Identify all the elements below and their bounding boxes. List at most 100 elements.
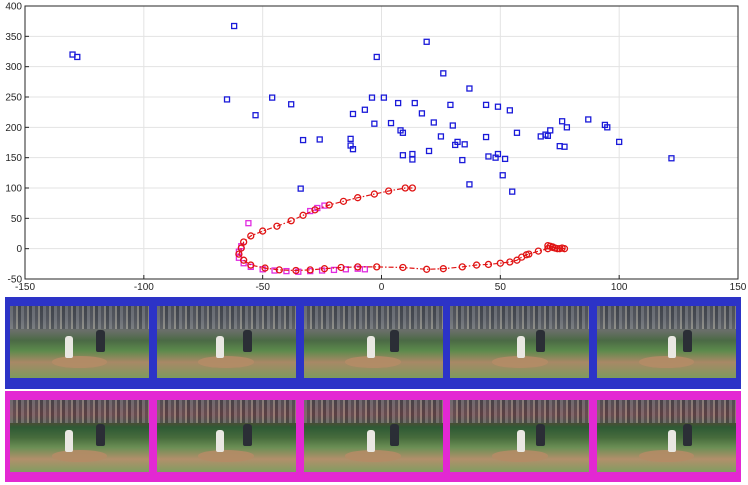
x-tick-label: 0 [379,282,385,293]
pitcher-figure [65,430,73,452]
x-tick-label: 150 [730,282,747,293]
data-point-square [223,96,231,103]
crowd-area [597,306,736,330]
data-point-circle [306,266,314,274]
data-point-circle [472,261,481,269]
pitcher-mound [345,356,401,368]
pitcher-figure [517,430,526,452]
data-point-circle [240,256,248,264]
video-frame-thumbnail [597,400,736,472]
crowd-area [303,400,443,424]
series-line [238,187,565,272]
data-point-square [423,38,430,45]
data-point-circle [237,244,245,252]
data-point-square [361,106,369,113]
x-tick-label: 50 [495,282,507,293]
crowd-area [10,400,149,424]
scatter-plot: -150 -100 -50 0 50 100 150 -50 0 50 100 150 200 250 30… [5,2,747,294]
data-point-square [585,116,592,123]
pitcher-figure [366,430,375,452]
data-point-circle [261,264,269,272]
video-frame-thumbnail [303,306,443,378]
umpire-figure [242,424,252,446]
data-point-square [394,99,402,107]
data-point-circle [273,222,281,230]
data-point-square [547,127,554,134]
crowd-area [303,306,443,330]
pink-frame-strip [5,391,741,482]
data-point-square [387,119,395,127]
crowd-area [450,400,590,424]
data-point-square [418,110,426,117]
data-point-circle [275,266,283,274]
pitcher-figure [65,336,73,358]
data-point-square [506,107,513,114]
data-point-square [409,150,416,158]
data-point-circle [439,265,447,273]
data-point-square [494,103,502,110]
pitcher-figure [668,430,676,452]
y-tick-label: 300 [5,62,22,73]
pitcher-mound [198,356,255,368]
video-frame-thumbnail [450,400,590,472]
data-point-circle [553,245,562,253]
data-point-circle [373,263,381,271]
data-point-circle [354,263,362,271]
data-point-square [371,120,378,127]
video-frame-thumbnail [156,306,296,378]
x-tick-label: -150 [15,282,35,293]
pitcher-figure [215,336,224,358]
data-point-square [361,266,369,273]
data-point-circle [484,260,493,269]
data-point-square [616,138,623,146]
data-point-square [449,122,456,129]
y-tick-label: 150 [5,153,22,164]
data-point-square [466,181,473,188]
data-point-square [347,135,354,143]
data-point-square [399,129,407,136]
pitcher-mound [491,450,548,462]
crowd-area [450,306,590,330]
y-tick-label: 100 [5,184,22,195]
data-point-circle [311,206,319,214]
data-point-circle [299,211,307,219]
data-point-square [74,53,81,61]
data-point-square [501,155,509,163]
umpire-figure [536,424,546,446]
data-point-square [299,136,307,144]
pitcher-figure [215,430,224,452]
data-point-square [373,53,380,61]
umpire-figure [389,424,399,446]
data-point-circle [458,263,466,271]
data-point-square [283,267,290,275]
y-tick-label: 350 [5,32,22,43]
data-point-circle [560,245,569,253]
data-point-square [271,267,278,274]
data-point-circle [337,263,345,272]
data-point-square [461,141,468,148]
data-point-square [349,146,357,153]
data-point-square [482,101,490,109]
data-point-square [409,156,416,163]
data-point-square [513,129,521,136]
video-frame-thumbnail [597,306,736,378]
data-point-circle [339,197,348,205]
video-frame-thumbnail [303,400,443,472]
pitcher-figure [517,336,526,358]
umpire-figure [683,424,692,446]
data-point-square [297,185,304,192]
data-point-square [459,156,466,164]
data-point-circle [320,265,329,273]
data-point-square [452,141,459,149]
pitcher-mound [198,450,255,462]
data-point-circle [534,247,543,255]
data-point-square [330,266,338,274]
data-point-circle [354,194,362,202]
data-point-circle [247,261,255,269]
pitcher-figure [668,336,676,358]
data-point-circle [506,258,514,266]
data-point-circle [287,217,295,225]
data-point-square [668,155,675,162]
crowd-area [597,400,736,424]
video-frame-thumbnail [10,400,149,472]
